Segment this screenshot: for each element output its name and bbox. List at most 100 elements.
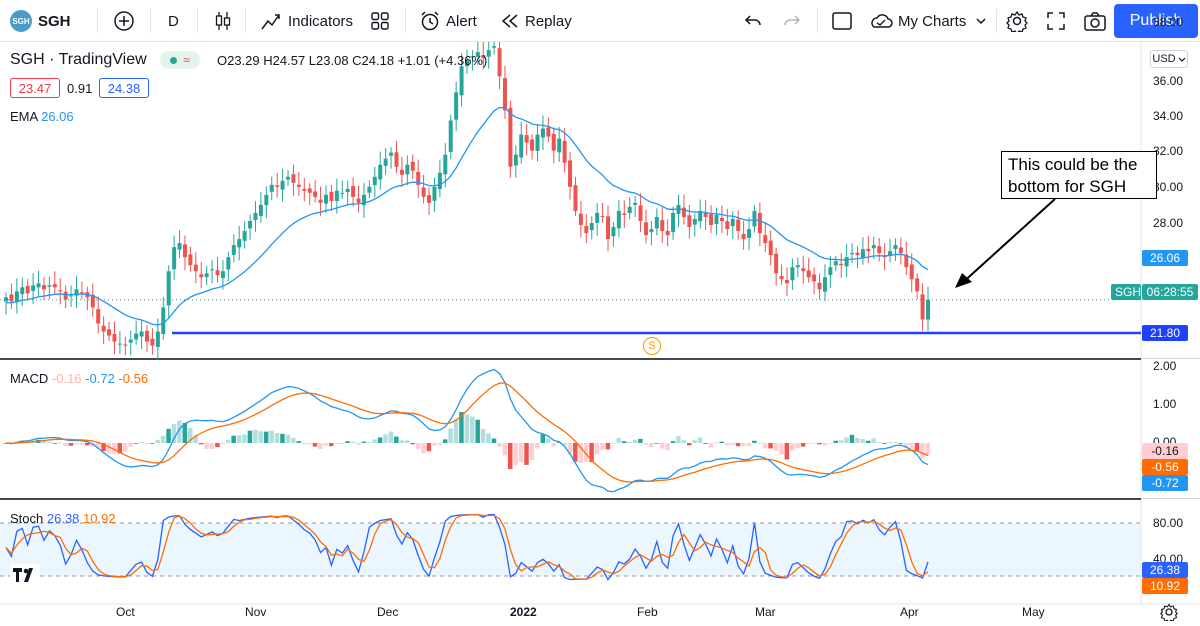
macd-histogram-bar (285, 434, 291, 443)
toolbar-divider (150, 9, 151, 33)
macd-histogram-bar (280, 433, 285, 443)
alarm-clock-icon (421, 11, 439, 31)
candle-body (448, 120, 453, 152)
indicators-button[interactable]: Indicators (260, 0, 353, 42)
replay-button[interactable]: Replay (500, 0, 572, 42)
macd-histogram-bar (654, 443, 659, 444)
alert-button[interactable]: Alert (419, 0, 477, 42)
chart-settings-button[interactable] (1160, 603, 1178, 626)
tradingview-logo-icon[interactable] (10, 564, 40, 586)
fullscreen-mode-button[interactable] (831, 0, 853, 42)
stoch-legend[interactable]: Stoch 26.38 10.92 (10, 511, 116, 526)
candle-body (871, 245, 876, 249)
chevron-down-icon (1178, 57, 1186, 62)
square-icon (832, 12, 852, 30)
candle-body (275, 185, 280, 187)
candle-body (616, 210, 621, 229)
candle-body (345, 188, 350, 192)
candle-body (888, 251, 893, 256)
macd-histogram-bar (90, 443, 95, 447)
candle-body (606, 216, 611, 240)
macd-histogram-bar (128, 443, 133, 447)
macd-histogram-bar (649, 443, 654, 448)
macd-histogram-bar (307, 443, 312, 445)
time-tick: Dec (377, 605, 399, 619)
stoch-d-line (5, 514, 929, 580)
symbol-search[interactable]: SGH SGH (10, 0, 71, 42)
candle-body (465, 60, 469, 67)
fullscreen-button[interactable] (1045, 0, 1067, 42)
macd-histogram-bar (426, 443, 432, 452)
candle-body (161, 307, 166, 335)
macd-histogram-bar (752, 440, 757, 443)
undo-button[interactable] (743, 0, 763, 42)
currency-select[interactable]: USD (1150, 50, 1188, 68)
macd-histogram-bar (773, 443, 779, 451)
macd-histogram-bar (632, 439, 638, 443)
macd-histogram-bar (497, 443, 502, 447)
camera-icon (1084, 12, 1106, 31)
candle-body (926, 299, 930, 320)
top-toolbar: SGH SGH D Indicators Alert Replay My Cha… (0, 0, 1200, 42)
gear-icon (1160, 603, 1178, 624)
candle-body (410, 161, 415, 171)
macd-histogram-bar (865, 440, 871, 443)
candle-body (535, 134, 540, 151)
snapshot-button[interactable] (1083, 0, 1107, 42)
candle-body (258, 204, 263, 216)
candle-body (736, 219, 741, 232)
macd-histogram-bar (329, 443, 334, 447)
macd-histogram-bar (779, 443, 784, 455)
candle-body (643, 222, 648, 236)
my-charts-button[interactable]: My Charts (868, 0, 988, 42)
macd-signal-value: -0.56 (118, 371, 149, 386)
stoch-label: Stoch (10, 511, 44, 526)
candle-body (166, 271, 171, 306)
interval-button[interactable]: D (168, 0, 179, 42)
macd-histogram-bar (583, 443, 589, 462)
candle-body (638, 205, 643, 221)
symbol-price-badge: SGH (1111, 284, 1141, 300)
settings-button[interactable] (1006, 0, 1028, 42)
macd-histogram-bar (871, 438, 876, 443)
compare-add-button[interactable] (113, 0, 135, 42)
split-event-marker[interactable]: S (643, 337, 661, 355)
chart-canvas[interactable] (0, 42, 1200, 624)
macd-histogram-bar (101, 443, 106, 452)
macd-histogram-bar (253, 429, 258, 443)
buy-price-button[interactable]: 24.38 (99, 78, 149, 98)
macd-legend[interactable]: MACD -0.16 -0.72 -0.56 (10, 371, 148, 386)
macd-histogram-bar (383, 434, 388, 443)
macd-histogram-bar (215, 443, 220, 448)
macd-histogram-bar (258, 431, 264, 443)
chart-title: SGH · TradingView (10, 51, 147, 68)
tv-logo-shape (13, 568, 33, 582)
publish-button[interactable]: Publish (1114, 4, 1198, 38)
macd-histogram-bar (361, 441, 367, 443)
indicators-icon (261, 14, 280, 30)
chart-type-button[interactable] (213, 0, 233, 42)
macd-line-value: -0.72 (85, 371, 115, 386)
sell-price-button[interactable]: 23.47 (10, 78, 60, 98)
macd-histogram-bar (377, 437, 383, 443)
candle-body (557, 138, 562, 153)
candle-body (855, 252, 860, 256)
macd-histogram-bar (442, 439, 448, 443)
pane-separator (0, 498, 1141, 500)
candle-body (806, 270, 811, 278)
macd-histogram-bar (274, 432, 280, 443)
macd-histogram-bar (573, 443, 578, 462)
annotation-textbox[interactable]: This could be the bottom for SGH (1001, 151, 1157, 199)
macd-histogram-bar (594, 443, 600, 455)
bar-countdown-badge: 06:28:55 (1142, 284, 1198, 300)
candle-body (432, 186, 437, 201)
macd-histogram-bar (518, 443, 524, 463)
macd-histogram-bar (404, 440, 410, 443)
candle-body (286, 176, 291, 180)
redo-button[interactable] (782, 0, 802, 42)
macd-histogram-bar (703, 443, 708, 444)
support-price-badge: 21.80 (1142, 325, 1188, 341)
ema-legend[interactable]: EMA 26.06 (10, 109, 74, 124)
layout-templates-button[interactable] (370, 0, 390, 42)
macd-histogram-bar (817, 443, 822, 445)
